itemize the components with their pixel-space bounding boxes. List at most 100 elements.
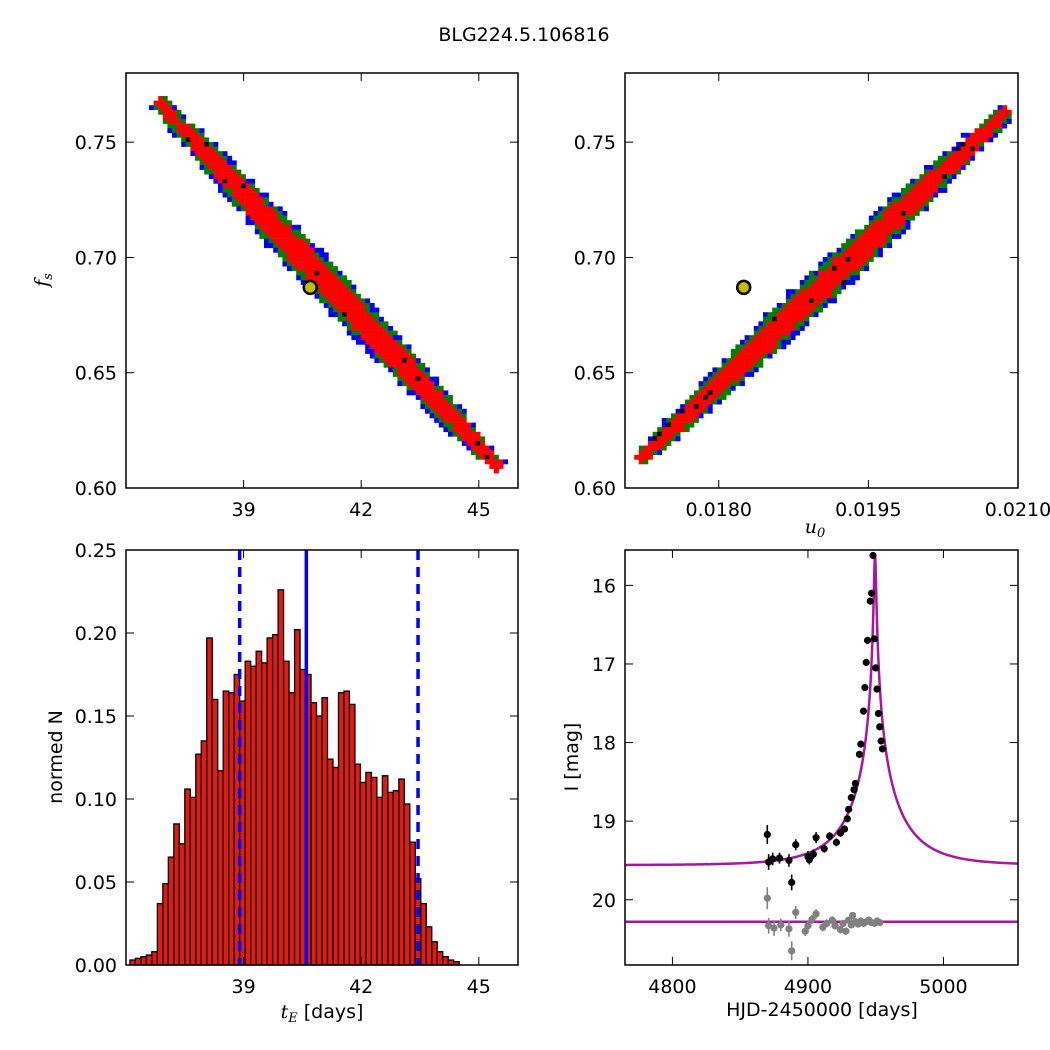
heatmap-cell-sigma1: [434, 395, 440, 400]
heatmap-cell-sigma1: [965, 146, 971, 152]
heatmap-cell-sigma2: [855, 229, 860, 235]
heatmap-cell-sigma3: [827, 252, 833, 258]
heatmap-cell-sigma3: [942, 188, 948, 193]
heatmap-cell-sigma1: [282, 238, 288, 244]
photometry-point: [877, 737, 885, 745]
heatmap-cell-sigma2: [703, 381, 709, 387]
heatmap-cell-sigma1: [942, 160, 948, 166]
heatmap-cell-sigma1: [772, 326, 778, 331]
heatmap-cell-sigma1: [684, 413, 690, 419]
heatmap-cell-sigma2: [337, 312, 343, 318]
heatmap-cell-sigma1: [222, 160, 228, 166]
heatmap-cell-sigma3: [342, 321, 348, 327]
heatmap-cell-sigma1: [832, 284, 837, 290]
heatmap-cell-sigma3: [864, 266, 870, 272]
heatmap-cell-sigma1: [259, 220, 265, 226]
heatmap-cell-sigma3: [813, 312, 819, 318]
heatmap-cell-sigma1: [231, 192, 237, 198]
heatmap-cell-sigma1: [420, 381, 426, 387]
heatmap-cell-sigma3: [878, 206, 883, 212]
heatmap-cell-dense: [402, 358, 407, 363]
heatmap-cell-sigma1: [928, 174, 934, 180]
heatmap-cell-sigma3: [832, 298, 837, 304]
heatmap-cell-sigma3: [264, 192, 269, 198]
heatmap-cell-sigma1: [882, 215, 888, 221]
heatmap-cell-sigma1: [268, 229, 274, 235]
heatmap-cell-sigma1: [383, 330, 389, 336]
heatmap-cell-sigma1: [933, 174, 939, 180]
heatmap-cell-sigma3: [675, 408, 681, 414]
photometry-point: [763, 830, 771, 839]
heatmap-cell-sigma1: [827, 270, 833, 276]
heatmap-cell-sigma2: [643, 459, 649, 465]
heatmap-cell-sigma2: [997, 128, 1003, 134]
heatmap-cell-sigma2: [937, 155, 943, 161]
heatmap-cell-sigma3: [721, 358, 727, 364]
heatmap-cell-sigma1: [910, 197, 916, 203]
photometry-point: [857, 740, 865, 748]
heatmap-cell-sigma1: [346, 312, 352, 318]
heatmap-cell-sigma1: [864, 257, 870, 262]
heatmap-cell-sigma1: [786, 316, 791, 322]
photometry-point: [785, 856, 793, 865]
heatmap-cell-sigma1: [937, 178, 943, 184]
heatmap-cell-sigma1: [162, 109, 168, 115]
heatmap-cell-sigma2: [795, 321, 801, 327]
heatmap-cell-sigma1: [717, 376, 722, 382]
heatmap-cell-sigma3: [434, 381, 440, 387]
heatmap-cell-sigma2: [222, 155, 228, 161]
heatmap-cell-sigma2: [689, 422, 695, 428]
heatmap-cell-sigma2: [813, 275, 819, 281]
heatmap-cell-sigma1: [208, 151, 214, 157]
heatmap-cell-sigma2: [457, 408, 463, 414]
heatmap-cell-sigma1: [254, 201, 260, 207]
heatmap-cell-sigma1: [305, 247, 311, 253]
heatmap-cell-sigma1: [914, 197, 920, 203]
heatmap-cell-sigma1: [878, 243, 883, 249]
heatmap-cell-sigma1: [300, 261, 306, 267]
photometry-point: [812, 834, 820, 842]
histogram-bar: [189, 796, 197, 966]
heatmap-cell-sigma1: [721, 367, 727, 373]
y-tick-label: 20: [592, 890, 616, 912]
heatmap-cell-sigma2: [772, 307, 778, 313]
heatmap-cell-sigma1: [254, 211, 260, 216]
heatmap-cell-sigma2: [333, 270, 338, 276]
heatmap-cell-sigma1: [703, 399, 709, 405]
heatmap-cell-sigma1: [443, 413, 449, 419]
heatmap-cell-sigma2: [873, 215, 879, 221]
histogram-bar: [233, 673, 241, 966]
heatmap-cell-sigma1: [402, 362, 407, 368]
heatmap-cell-sigma1: [498, 464, 504, 469]
heatmap-cell-sigma1: [208, 160, 214, 166]
x-tick-label: 0.0210: [985, 499, 1050, 521]
heatmap-cell-sigma2: [983, 119, 989, 124]
heatmap-cell-sigma1: [758, 330, 764, 336]
heatmap-cell-sigma1: [799, 307, 805, 313]
residual-point: [842, 927, 850, 935]
heatmap-cell-sigma3: [406, 390, 412, 396]
heatmap-cell-sigma1: [392, 349, 398, 354]
heatmap-cell-sigma1: [795, 293, 801, 299]
heatmap-cell-sigma1: [970, 132, 975, 138]
heatmap-cell-sigma1: [452, 413, 458, 419]
heatmap-cell-sigma1: [988, 132, 994, 138]
heatmap-cell-dense: [680, 408, 685, 414]
heatmap-cell-sigma2: [804, 284, 810, 290]
heatmap-cell-sigma1: [730, 358, 736, 364]
heatmap-cell-sigma2: [346, 321, 352, 327]
heatmap-cell-sigma1: [411, 376, 417, 382]
heatmap-cell-sigma1: [287, 243, 292, 249]
heatmap-cell-sigma2: [717, 367, 722, 373]
x-tick-label: 39: [232, 976, 256, 998]
heatmap-cell-sigma1: [845, 266, 851, 272]
heatmap-cell-sigma1: [480, 441, 486, 446]
heatmap-cell-sigma2: [264, 234, 269, 239]
heatmap-cell-sigma1: [254, 197, 260, 203]
heatmap-cell-sigma1: [813, 280, 819, 285]
heatmap-cell-sigma1: [218, 178, 223, 184]
heatmap-cell-sigma1: [822, 289, 828, 295]
heatmap-cell-sigma3: [758, 321, 764, 327]
heatmap-cell-sigma2: [273, 206, 279, 212]
heatmap-cell-sigma1: [489, 450, 495, 456]
